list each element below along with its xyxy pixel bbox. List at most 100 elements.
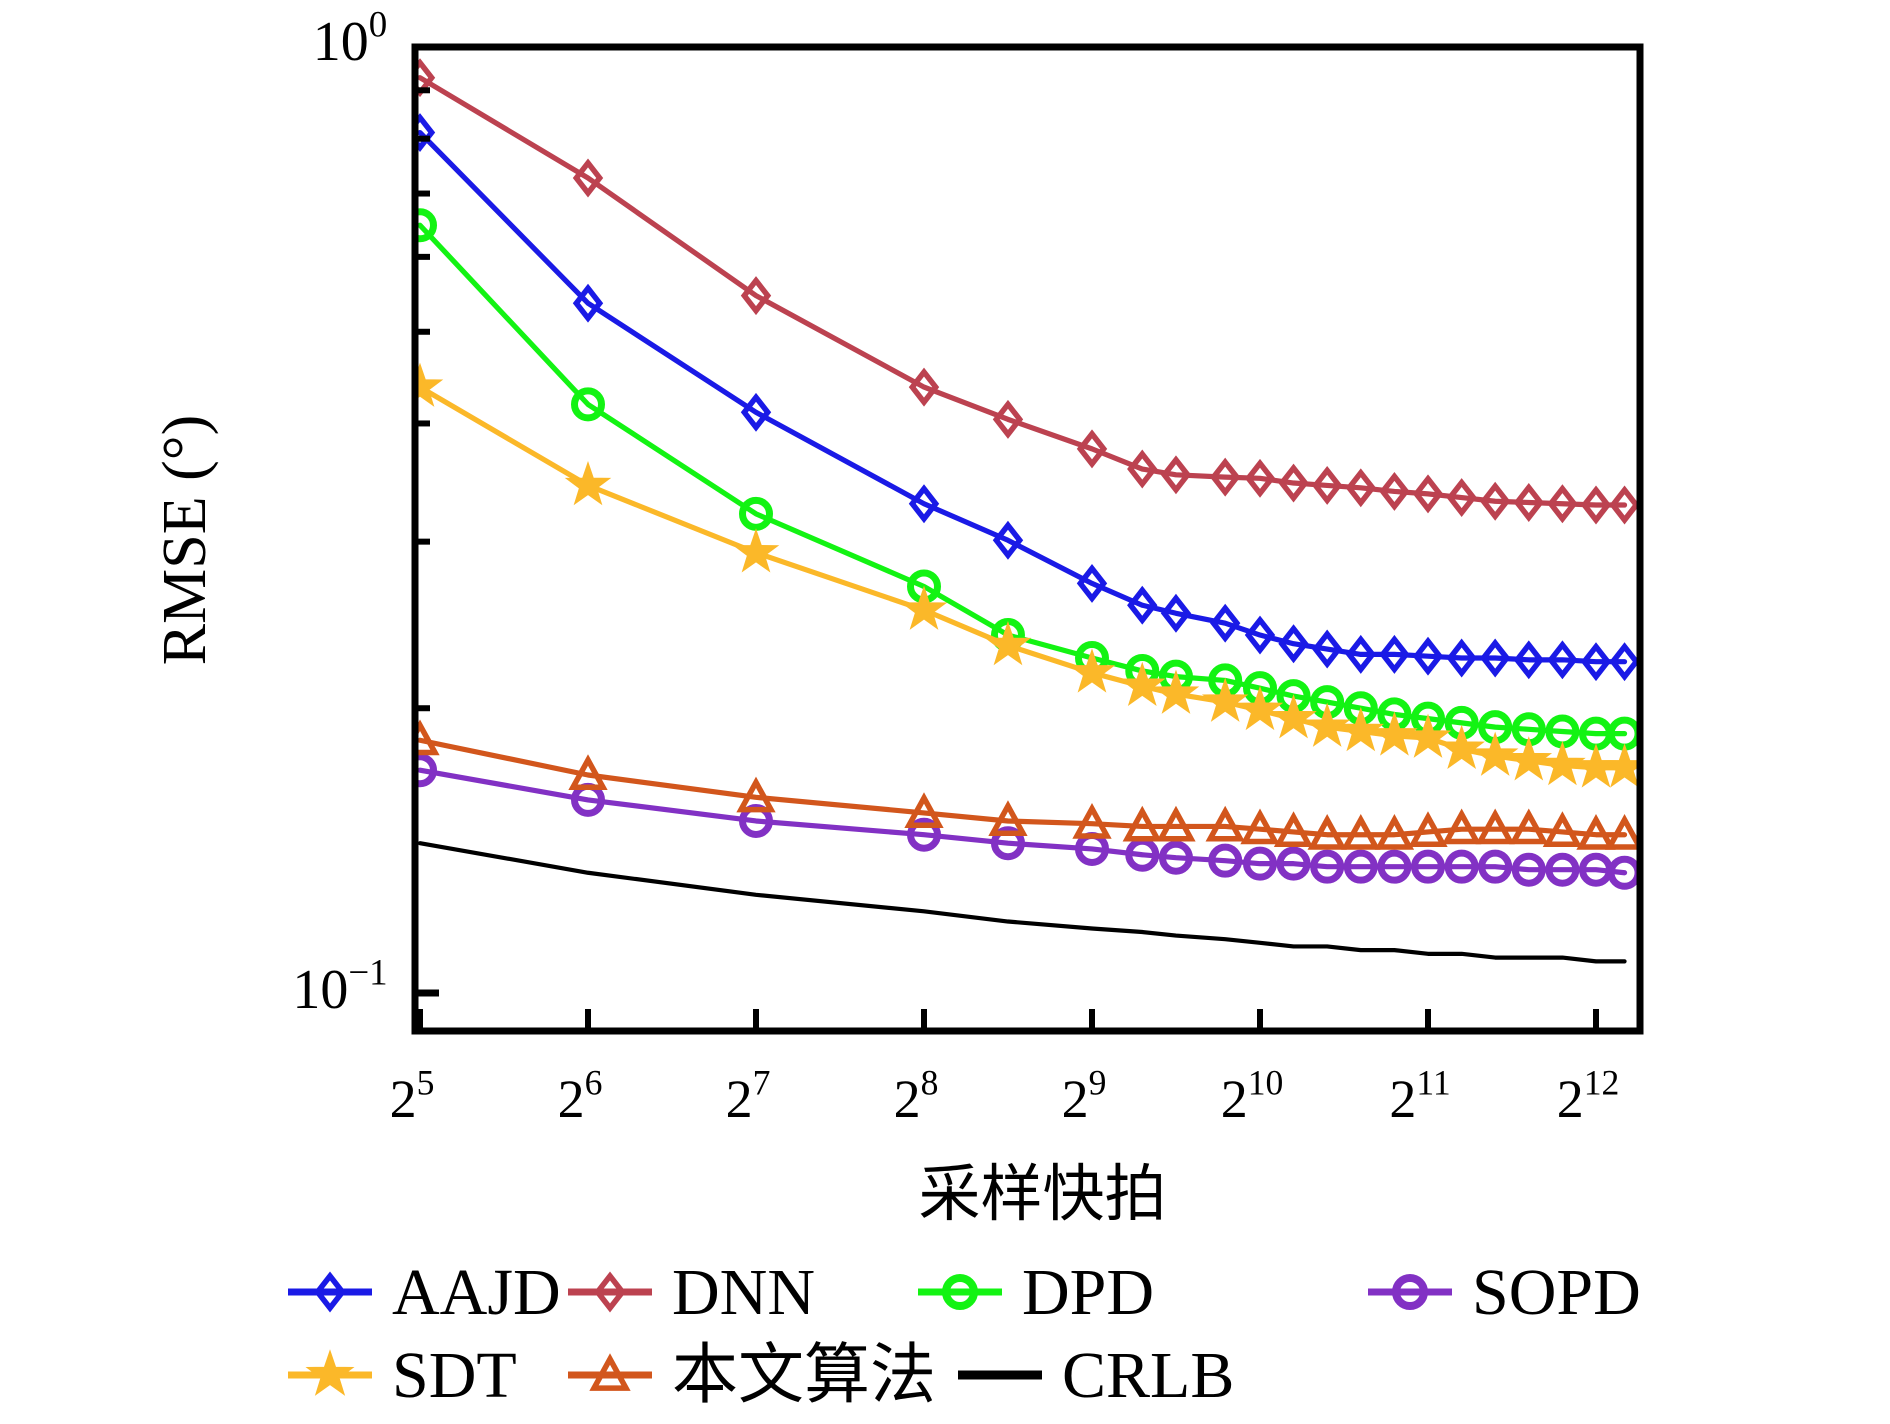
series-marker-SDT [1371,711,1418,756]
series-marker-AAJD [1076,563,1108,603]
series-marker-SDT [413,362,444,407]
series-layer [413,58,1642,964]
series-marker-SOPD [1545,852,1580,887]
series-marker-本文算法 [1240,808,1280,845]
series-marker-本文算法 [1408,811,1448,847]
legend-marker-triangle-icon [589,1353,631,1391]
series-marker-DNN [1513,483,1544,522]
series-marker-本文算法 [1273,811,1314,847]
series-marker-DNN [1210,457,1241,497]
series-marker-SDT [900,585,948,630]
legend-label-CRLB: CRLB [1062,1339,1234,1412]
legend-label-本文算法: 本文算法 [672,1339,936,1412]
series-marker-本文算法 [1205,805,1245,842]
series-marker-AAJD [1580,642,1612,682]
legend-label-DPD: DPD [1022,1256,1154,1329]
legend-item-DPD[interactable]: DPD [918,1256,1154,1329]
legend-label-SDT: SDT [392,1339,517,1412]
series-marker-本文算法 [1341,814,1381,850]
series-marker-本文算法 [1542,811,1583,847]
series-marker-SOPD [1343,849,1378,884]
series-marker-SOPD [1511,852,1546,887]
series-marker-SOPD [990,826,1025,861]
series-AAJD [413,113,1640,682]
plot-frame [411,43,1644,1035]
series-marker-SDT [1119,661,1166,707]
series-marker-本文算法 [1475,808,1515,845]
series-marker-SDT [1404,713,1452,758]
series-marker-SDT [1152,669,1200,714]
series-marker-DNN [1160,455,1192,495]
series-marker-DNN [1609,485,1640,525]
x-axis-title: 采样快拍 [918,1161,1166,1229]
series-marker-本文算法 [988,800,1028,837]
axis-titles: 采样快拍 RMSE (°) [151,415,1167,1229]
series-marker-SDT [984,621,1032,666]
legend-item-SOPD[interactable]: SOPD [1368,1256,1641,1329]
series-line-CRLB [417,841,1627,964]
series-marker-AAJD [1345,634,1376,674]
series-marker-DPD [413,208,437,243]
series-marker-AAJD [1278,624,1309,664]
series-marker-本文算法 [568,754,608,791]
series-marker-DNN [1379,471,1410,511]
series-CRLB [417,841,1627,964]
series-marker-DNN [1479,481,1511,521]
series-marker-SOPD [1444,849,1479,884]
series-marker-本文算法 [1374,814,1415,850]
series-marker-SOPD [1243,846,1277,881]
series-marker-SOPD [1158,840,1193,875]
legend-item-DNN[interactable]: DNN [568,1256,815,1329]
series-marker-本文算法 [1442,808,1482,845]
series-marker-DNN [572,158,604,198]
legend-item-本文算法[interactable]: 本文算法 [568,1339,936,1412]
series-marker-AAJD [1513,640,1544,680]
series-marker-DNN [1580,485,1612,525]
series-marker-AAJD [1210,603,1241,643]
series-本文算法 [413,719,1642,850]
series-line-SDT [417,384,1628,771]
x-tick-label-9: 29 [1062,1062,1107,1129]
series-marker-AAJD [1412,636,1444,676]
legend-marker-star-icon [305,1349,355,1396]
legend-marker-circle-icon [942,1274,978,1310]
series-marker-SDT [1236,685,1284,731]
series-marker-本文算法 [1122,805,1162,842]
series-SOPD [413,753,1642,890]
series-marker-本文算法 [1307,814,1347,850]
x-tick-label-11: 211 [1389,1062,1450,1129]
legend-label-DNN: DNN [672,1256,815,1329]
legend: AAJD DNN DPD SOPD SDT 本文算法 CRLB [288,1256,1641,1412]
y-tick-label-1e-1: 10−1 [292,951,387,1021]
y-tick-labels: 100 10−1 [292,3,387,1021]
series-marker-SOPD [1411,849,1445,884]
series-marker-AAJD [1609,642,1640,682]
series-marker-AAJD [740,392,772,432]
x-tick-label-8: 28 [894,1062,939,1129]
series-marker-SOPD [907,817,941,852]
y-tick-label-1e0: 100 [313,3,387,73]
series-marker-本文算法 [1604,814,1642,850]
legend-item-SDT[interactable]: SDT [288,1339,517,1412]
series-marker-SDT [564,460,612,506]
legend-marker-circle-icon [1392,1274,1428,1310]
series-marker-本文算法 [1576,814,1616,850]
series-marker-SDT [732,528,780,573]
legend-item-CRLB[interactable]: CRLB [958,1339,1234,1412]
series-marker-DNN [1446,478,1477,518]
series-marker-DNN [1076,429,1108,469]
series-marker-SOPD [1377,849,1412,884]
series-marker-DPD [739,496,773,531]
series-marker-本文算法 [1072,802,1112,839]
series-line-DNN [417,75,1628,508]
legend-item-AAJD[interactable]: AAJD [288,1256,561,1329]
legend-label-SOPD: SOPD [1472,1256,1641,1329]
x-tick-labels: 25 26 27 28 29 210 211 212 [390,1062,1620,1129]
legend-marker-diamond-icon [314,1271,346,1313]
y-axis-ticks [415,43,439,997]
series-marker-本文算法 [413,719,440,756]
series-marker-DNN [1412,474,1444,514]
series-SDT [413,362,1642,788]
series-marker-AAJD [908,484,940,524]
series-marker-DNN [1278,463,1309,503]
